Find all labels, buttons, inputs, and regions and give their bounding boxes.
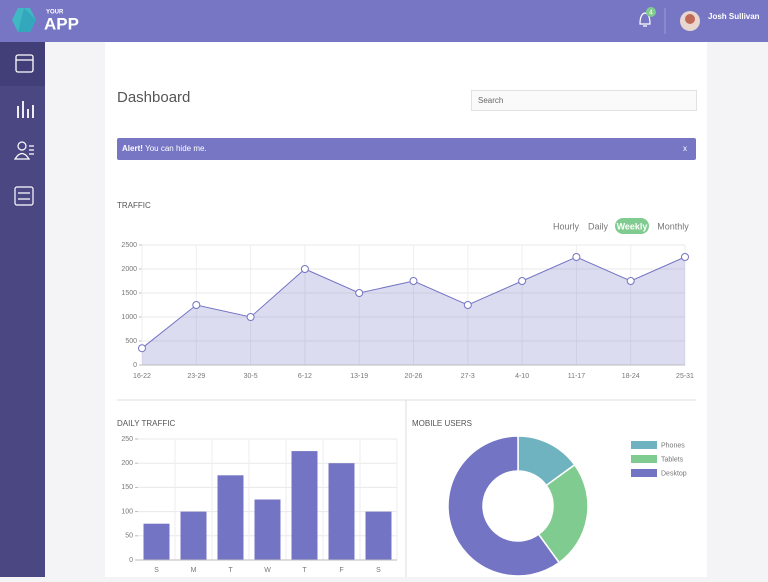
x-tick-label: T <box>228 567 233 574</box>
legend-label: Tablets <box>661 456 684 463</box>
y-tick-label: 1000 <box>121 314 137 321</box>
chart-title: DAILY TRAFFIC <box>117 419 175 428</box>
chart-title: TRAFFIC <box>117 201 151 210</box>
point <box>626 277 635 285</box>
x-tick-label: 16-22 <box>133 373 151 380</box>
legend-label: Desktop <box>661 470 687 477</box>
point <box>572 253 581 261</box>
point <box>246 313 255 321</box>
alert-text: You can hide me. <box>145 144 207 153</box>
alert: Alert! You can hide me. x <box>117 138 696 160</box>
bell-icon[interactable] <box>639 12 651 27</box>
header-graphics: YOUR APP 4 Josh Sullivan <box>12 7 760 34</box>
range-option[interactable]: Monthly <box>657 221 689 231</box>
x-tick-label: W <box>264 567 271 574</box>
y-tick-label: 100 <box>121 508 133 515</box>
area <box>142 257 685 365</box>
stats-icon[interactable] <box>17 101 34 118</box>
avatar-face <box>685 14 695 24</box>
y-tick-label: 2000 <box>121 266 137 273</box>
sidebar-icons <box>0 42 45 206</box>
users-icon-body <box>13 145 34 160</box>
bar <box>143 523 170 560</box>
point <box>518 277 527 285</box>
alert-message: Alert! You can hide me. <box>122 138 207 160</box>
logo-small: YOUR <box>46 10 64 16</box>
header: YOUR APP 4 Josh Sullivan <box>0 0 768 42</box>
logo-large: APP <box>44 14 79 33</box>
users-icon[interactable] <box>17 141 27 151</box>
legend-swatch <box>631 441 657 449</box>
x-tick-label: 18-24 <box>622 373 640 380</box>
settings-icon-lines <box>18 192 30 200</box>
logo-mark-shade <box>18 8 36 32</box>
y-tick-label: 0 <box>133 362 137 369</box>
calendar-icon[interactable] <box>15 54 34 73</box>
bar <box>365 511 392 560</box>
legend-label: Phones <box>661 442 685 449</box>
user-name[interactable]: Josh Sullivan <box>708 12 760 21</box>
y-tick-label: 200 <box>121 460 133 467</box>
point <box>409 277 418 285</box>
range-option[interactable]: Hourly <box>553 221 580 231</box>
point <box>192 301 201 309</box>
legend-swatch <box>631 455 657 463</box>
x-tick-label: T <box>302 567 307 574</box>
y-tick-label: 2500 <box>121 242 137 249</box>
y-tick-label: 1500 <box>121 290 137 297</box>
range-active <box>615 218 649 234</box>
bar <box>328 463 355 560</box>
y-tick-label: 250 <box>121 436 133 443</box>
sidebar-active <box>0 42 45 86</box>
x-tick-label: 6-12 <box>298 373 312 380</box>
settings-icon[interactable] <box>14 186 34 206</box>
legend-swatch <box>631 469 657 477</box>
x-tick-label: 13-19 <box>350 373 368 380</box>
range-option[interactable]: Weekly <box>617 221 648 231</box>
y-tick-label: 0 <box>129 557 133 564</box>
point <box>463 301 472 309</box>
x-tick-label: 20-26 <box>405 373 423 380</box>
x-tick-label: F <box>339 567 343 574</box>
chart-title: MOBILE USERS <box>412 419 472 428</box>
bar <box>291 451 318 560</box>
point <box>355 289 364 297</box>
search-input[interactable]: Search <box>471 90 697 111</box>
x-tick-label: 4-10 <box>515 373 529 380</box>
point <box>300 265 309 273</box>
alert-strong: Alert! <box>122 144 143 153</box>
x-tick-label: S <box>376 567 381 574</box>
x-tick-label: 25-31 <box>676 373 694 380</box>
y-tick-label: 150 <box>121 484 133 491</box>
alert-close[interactable]: x <box>683 144 687 153</box>
sidebar <box>0 42 45 577</box>
bar <box>254 499 281 560</box>
point <box>138 344 146 353</box>
range-option[interactable]: Daily <box>588 221 609 231</box>
x-tick-label: S <box>154 567 159 574</box>
x-tick-label: 11-17 <box>568 373 585 380</box>
x-tick-label: 27-3 <box>461 373 475 380</box>
x-tick-label: 30-5 <box>244 373 258 380</box>
y-tick-label: 50 <box>125 533 133 540</box>
x-tick-label: M <box>191 567 197 574</box>
slice <box>447 435 561 577</box>
notification-badge <box>646 7 656 17</box>
notification-count: 4 <box>649 9 653 16</box>
bar <box>217 475 244 560</box>
point <box>681 253 689 261</box>
page-title: Dashboard <box>117 89 191 106</box>
x-tick-label: 23-29 <box>187 373 205 380</box>
y-tick-label: 500 <box>125 338 137 345</box>
bar <box>180 511 207 560</box>
